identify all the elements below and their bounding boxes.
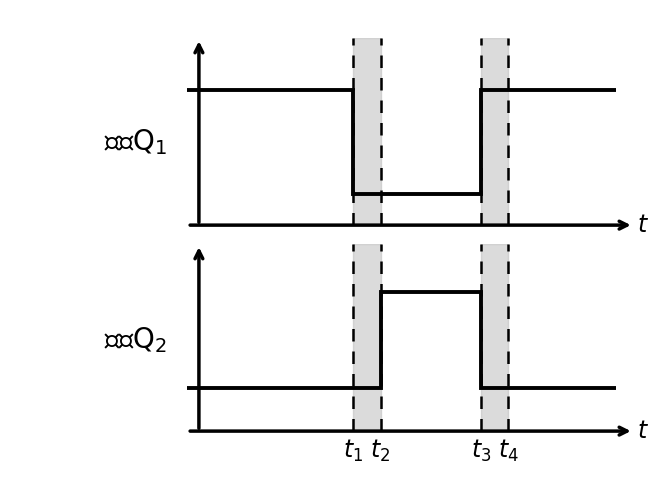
- Text: $t_3$: $t_3$: [471, 438, 491, 464]
- Bar: [353, 38, 381, 225]
- Text: $t$: $t$: [638, 213, 650, 237]
- Text: $t$: $t$: [638, 419, 650, 443]
- Text: $t_2$: $t_2$: [371, 438, 391, 464]
- Text: 下管Q$_2$: 下管Q$_2$: [104, 325, 167, 355]
- Text: $t_1$: $t_1$: [343, 438, 363, 464]
- Text: $t_4$: $t_4$: [498, 438, 518, 464]
- Bar: [481, 244, 508, 431]
- Bar: [481, 38, 508, 225]
- Text: 上管Q$_1$: 上管Q$_1$: [104, 127, 167, 157]
- Bar: [353, 244, 381, 431]
